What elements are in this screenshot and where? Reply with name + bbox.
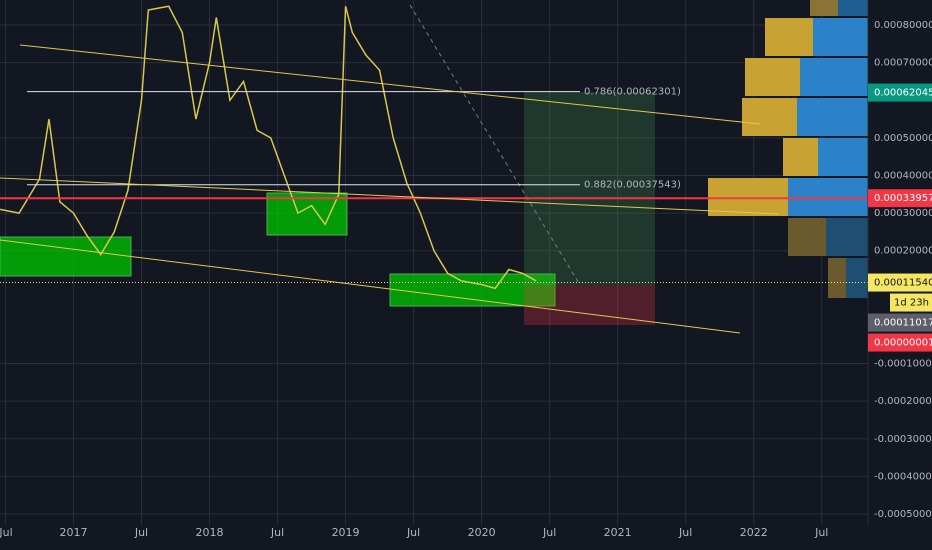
y-tick-label: 0.00070000 <box>874 58 932 69</box>
y-tick-label: 0.00020000 <box>874 246 932 257</box>
vp-bar <box>797 98 868 136</box>
x-tick-label: 2021 <box>604 526 632 539</box>
vp-bar <box>742 98 797 136</box>
volume-profile <box>708 0 868 298</box>
x-tick-label: Jul <box>134 526 148 539</box>
side-label: 0.00011017 <box>874 318 932 329</box>
x-tick-label: 2020 <box>468 526 496 539</box>
y-tick-label: -0.00020000 <box>874 396 932 407</box>
vp-bar <box>783 138 818 176</box>
vp-bar <box>838 0 868 16</box>
x-tick-label: 2019 <box>332 526 360 539</box>
x-tick-label: Jul <box>270 526 284 539</box>
vp-bar <box>788 178 868 216</box>
side-label: 0.00000001 <box>874 338 932 349</box>
vp-bar <box>846 258 868 298</box>
side-label-bg <box>868 333 932 352</box>
y-tick-label: -0.00050000 <box>874 509 932 520</box>
zone <box>266 192 348 236</box>
countdown-bg <box>890 293 932 312</box>
zone <box>389 273 556 307</box>
price-label-bg <box>868 83 932 102</box>
x-tick-label: 2017 <box>59 526 87 539</box>
y-tick-label: 0.00080000 <box>874 20 932 31</box>
y-tick-label: 0.00050000 <box>874 133 932 144</box>
x-tick-label: Jul <box>0 526 13 539</box>
vp-bar <box>810 0 838 16</box>
x-tick-label: Jul <box>814 526 828 539</box>
long-loss <box>524 285 655 325</box>
x-tick-label: 2022 <box>740 526 768 539</box>
trend-lines <box>0 44 779 334</box>
countdown: 1d 23h <box>894 298 929 309</box>
y-tick-label: 0.00030000 <box>874 208 932 219</box>
price-label-bg <box>868 273 932 292</box>
vp-bar <box>818 138 868 176</box>
marks <box>0 5 868 290</box>
price-label: 0.00011540 <box>874 278 932 289</box>
x-tick-label: Jul <box>406 526 420 539</box>
vp-bar <box>788 218 826 256</box>
price-label-bg <box>868 189 932 208</box>
y-tick-label: 0.00040000 <box>874 170 932 181</box>
y-tick-label: -0.00010000 <box>874 359 932 370</box>
price-label: 0.00033957 <box>874 193 932 204</box>
fib-label: 0.786(0.00062301) <box>584 87 681 98</box>
fib-label: 0.882(0.00037543) <box>584 180 681 191</box>
price-line <box>0 5 537 290</box>
vp-bar <box>800 58 868 96</box>
grid <box>0 0 868 525</box>
y-tick-label: -0.00040000 <box>874 471 932 482</box>
labels: Jul 2017 Jul 2018 Jul 2019 Jul 2020 Jul 2021 Jul 20… <box>0 20 932 539</box>
side-label-bg <box>868 313 932 332</box>
trend-line <box>19 44 761 125</box>
long-profit <box>524 92 655 285</box>
x-tick-label: 2018 <box>196 526 224 539</box>
vp-bar <box>813 18 868 56</box>
dashed-line <box>409 4 581 286</box>
vp-bar <box>826 218 868 256</box>
vp-bar <box>745 58 800 96</box>
x-tick-label: Jul <box>678 526 692 539</box>
trend-line <box>0 177 779 215</box>
y-tick-label: -0.00030000 <box>874 434 932 445</box>
x-tick-label: Jul <box>542 526 556 539</box>
vp-bar <box>828 258 846 298</box>
vp-bar <box>708 178 788 216</box>
trend-line <box>0 239 741 334</box>
vp-bar <box>765 18 813 56</box>
price-label: 0.00062045 <box>874 88 932 99</box>
